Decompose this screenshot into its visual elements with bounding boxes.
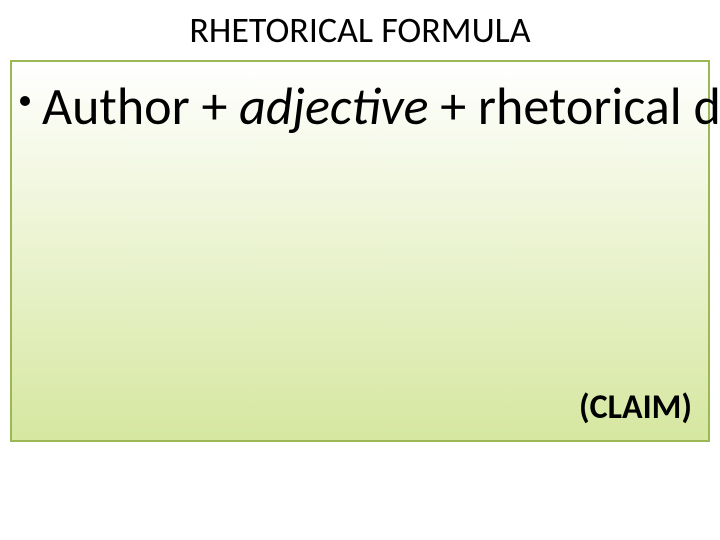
bullet-segment: adjective (239, 74, 440, 138)
bullet-dot-icon (20, 96, 30, 106)
bullet-text: Author + adjective + rhetorical device +… (42, 110, 720, 129)
bullet-segment: + (201, 74, 239, 138)
content-box: Author + adjective + rhetorical device +… (10, 60, 710, 442)
bullet-segment: Author (42, 74, 201, 138)
slide-title: RHETORICAL FORMULA (0, 8, 720, 52)
slide: RHETORICAL FORMULA Author + adjective + … (0, 0, 720, 540)
bullet-item: Author + adjective + rhetorical device +… (42, 68, 690, 140)
claim-label: (CLAIM) (579, 387, 692, 428)
bullet-segment: + (440, 74, 478, 138)
bullet-segment: rhetorical device (478, 74, 720, 138)
